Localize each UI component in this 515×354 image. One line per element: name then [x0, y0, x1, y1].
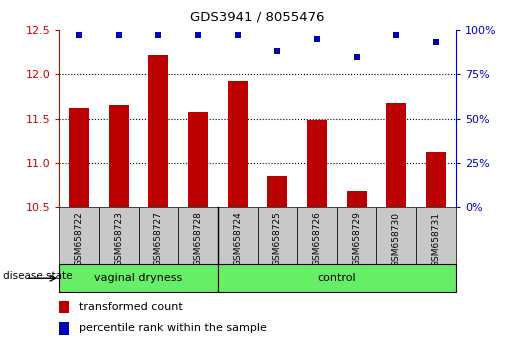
Text: GSM658729: GSM658729	[352, 212, 361, 267]
Bar	[109, 105, 129, 207]
Bar	[69, 108, 89, 207]
Bar	[178, 207, 218, 264]
Text: disease state: disease state	[3, 272, 72, 281]
Text: GSM658724: GSM658724	[233, 212, 242, 266]
Point	[313, 36, 321, 42]
Bar	[386, 103, 406, 207]
Bar	[426, 152, 446, 207]
Point	[352, 54, 360, 59]
Bar	[139, 207, 178, 264]
Text: control: control	[317, 273, 356, 283]
Bar	[267, 176, 287, 207]
Text: percentile rank within the sample: percentile rank within the sample	[79, 323, 267, 333]
Point	[75, 33, 83, 38]
Point	[194, 33, 202, 38]
Point	[233, 33, 242, 38]
Bar	[337, 207, 376, 264]
Bar	[218, 207, 258, 264]
Text: GSM658723: GSM658723	[114, 212, 123, 267]
Point	[432, 40, 440, 45]
Point	[114, 33, 123, 38]
Bar	[99, 207, 139, 264]
Bar	[59, 207, 99, 264]
Bar	[59, 322, 68, 335]
Point	[154, 33, 162, 38]
Bar	[188, 112, 208, 207]
Bar	[297, 207, 337, 264]
Text: GSM658727: GSM658727	[154, 212, 163, 267]
Text: GSM658730: GSM658730	[392, 212, 401, 267]
Bar	[148, 55, 168, 207]
Bar	[307, 120, 327, 207]
Point	[273, 48, 281, 54]
Text: GSM658722: GSM658722	[75, 212, 83, 266]
Point	[392, 33, 401, 38]
Bar	[218, 264, 456, 292]
Text: GSM658726: GSM658726	[313, 212, 321, 267]
Bar	[416, 207, 456, 264]
Bar	[59, 264, 218, 292]
Bar	[59, 301, 68, 313]
Bar	[376, 207, 416, 264]
Bar	[258, 207, 297, 264]
Bar	[347, 191, 367, 207]
Text: GSM658731: GSM658731	[432, 212, 440, 267]
Bar	[228, 81, 248, 207]
Text: GSM658725: GSM658725	[273, 212, 282, 267]
Text: GDS3941 / 8055476: GDS3941 / 8055476	[190, 11, 325, 24]
Text: transformed count: transformed count	[79, 302, 183, 312]
Text: GSM658728: GSM658728	[194, 212, 202, 267]
Text: vaginal dryness: vaginal dryness	[94, 273, 183, 283]
